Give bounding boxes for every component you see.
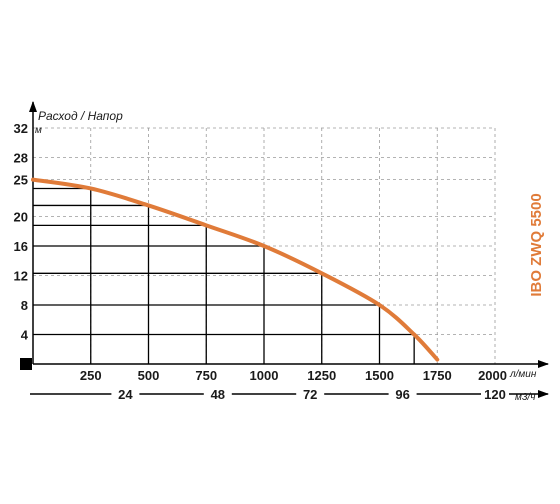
x2-tick-label: 72 bbox=[303, 387, 317, 402]
origin-marker bbox=[20, 358, 32, 370]
x-tick-label: 1250 bbox=[307, 368, 336, 383]
y-tick-label: 12 bbox=[14, 269, 28, 284]
series-layer bbox=[31, 177, 440, 362]
x-tick-label: 1500 bbox=[365, 368, 394, 383]
model-label: IBO ZWQ 5500 bbox=[528, 193, 545, 296]
y-tick-label: 32 bbox=[14, 121, 28, 136]
guide-lines bbox=[33, 187, 415, 364]
y-axis-arrow bbox=[29, 101, 37, 112]
x-tick-label: 2000 bbox=[478, 368, 507, 383]
x-tick-label: 750 bbox=[195, 368, 217, 383]
y-tick-label: 4 bbox=[21, 328, 29, 343]
x2-tick-bg bbox=[111, 386, 140, 402]
x2-tick-label: 120 bbox=[484, 387, 506, 402]
y-tick-label: 25 bbox=[14, 173, 28, 188]
x-axis-arrow bbox=[538, 360, 549, 368]
x-tick-label: 250 bbox=[80, 368, 102, 383]
x-axis-unit: л/мин bbox=[509, 369, 537, 380]
x-axis-secondary-unit: м3/ч bbox=[515, 392, 535, 403]
x-tick-label: 1000 bbox=[250, 368, 279, 383]
x2-tick-bg bbox=[388, 386, 417, 402]
y-axis-unit: м bbox=[35, 125, 42, 136]
x-tick-label: 500 bbox=[138, 368, 160, 383]
x2-tick-label: 48 bbox=[211, 387, 225, 402]
y-tick-label: 8 bbox=[21, 298, 28, 313]
x2-tick-bg bbox=[296, 386, 325, 402]
y-tick-label: 16 bbox=[14, 239, 28, 254]
x2-tick-bg bbox=[203, 386, 232, 402]
x-tick-label: 1750 bbox=[423, 368, 452, 383]
x-axis-secondary-arrow bbox=[538, 390, 549, 398]
chart-subtitle: Расход / Напор bbox=[38, 109, 123, 123]
x2-tick-bg bbox=[481, 386, 509, 402]
x2-tick-label: 96 bbox=[395, 387, 409, 402]
performance-curve bbox=[31, 177, 440, 362]
axes bbox=[20, 101, 549, 398]
x2-tick-label: 24 bbox=[118, 387, 133, 402]
y-tick-label: 20 bbox=[14, 210, 28, 225]
y-tick-label: 28 bbox=[14, 151, 28, 166]
